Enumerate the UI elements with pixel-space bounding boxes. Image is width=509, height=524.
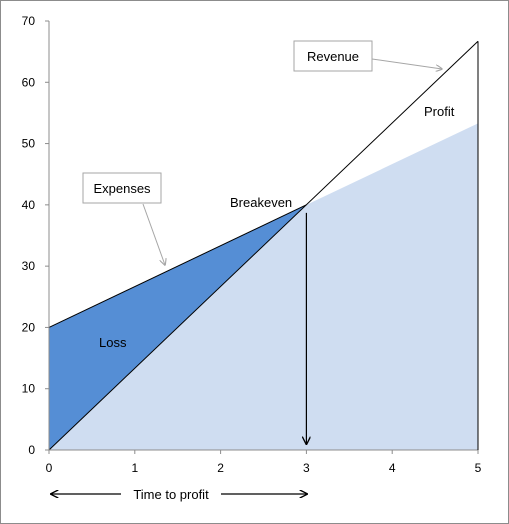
x-ticks: 0 1 2 3 4 5 [46,450,482,475]
loss-label: Loss [99,335,127,350]
time-to-profit-label: Time to profit [133,487,209,502]
y-tick-label: 20 [22,320,36,334]
revenue-callout-label: Revenue [307,49,359,64]
y-tick-label: 0 [28,443,35,457]
y-ticks: 0 10 20 30 40 50 60 70 [22,14,49,457]
x-tick-label: 4 [389,461,396,475]
revenue-line [48,40,479,451]
time-to-profit-label-bg [121,483,221,505]
x-tick-label: 5 [475,461,482,475]
expenses-callout-arrow [142,203,165,265]
revenue-callout-box [293,40,373,72]
expenses-callout-box [82,172,162,204]
x-tick-label: 2 [217,461,224,475]
expenses-line [48,204,307,328]
y-tick-label: 70 [22,14,36,28]
chart-lines [48,40,479,451]
y-tick-label: 30 [22,259,36,273]
revenue-callout-arrow [371,58,442,69]
expenses-area [49,123,478,451]
chart-areas [49,123,478,451]
profit-label: Profit [424,104,455,119]
annotations: Revenue Expenses Profit Breakeven Loss T… [51,40,455,505]
y-tick-label: 40 [22,198,36,212]
y-tick-label: 10 [22,382,36,396]
x-tick-label: 0 [46,461,53,475]
x-tick-label: 3 [303,461,310,475]
expenses-callout-label: Expenses [93,181,151,196]
breakeven-label: Breakeven [230,195,292,210]
y-tick-label: 50 [22,137,36,151]
x-tick-label: 1 [131,461,138,475]
y-tick-label: 60 [22,75,36,89]
axes: 0 10 20 30 40 50 60 70 0 1 2 3 4 5 [22,14,482,475]
